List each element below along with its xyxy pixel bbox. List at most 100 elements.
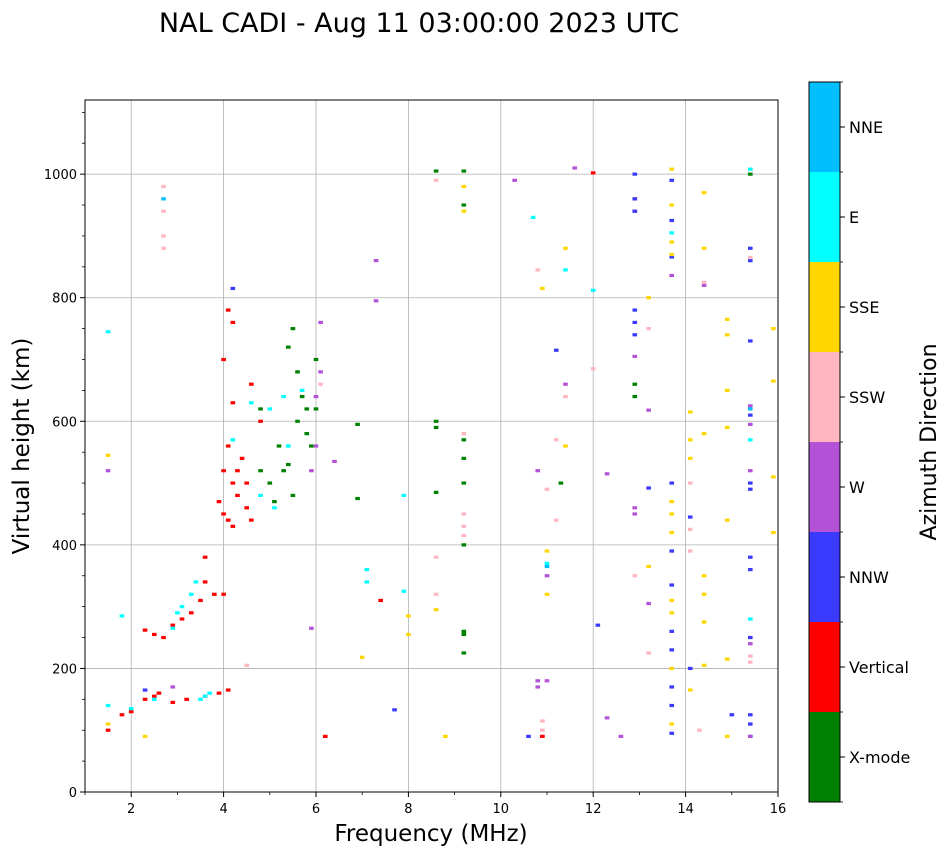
- data-point: [530, 215, 536, 219]
- y-tick-label: 600: [52, 415, 77, 430]
- y-axis-ticks: 0 200 400 600 800 1000: [44, 111, 85, 801]
- colorbar-tick-label: SSW: [849, 388, 885, 407]
- data-point: [544, 549, 550, 553]
- data-point: [747, 172, 753, 176]
- data-point: [747, 635, 753, 640]
- colorbar-segment-vertical: [809, 622, 840, 712]
- data-point: [669, 703, 675, 708]
- data-point: [563, 268, 568, 272]
- data-point: [632, 197, 638, 201]
- data-point: [669, 255, 675, 259]
- data-point: [267, 481, 273, 485]
- data-point: [632, 382, 638, 386]
- data-point: [285, 345, 291, 349]
- data-point: [221, 469, 226, 473]
- data-point: [318, 382, 323, 386]
- data-point: [230, 401, 236, 405]
- x-axis-label: Frequency (MHz): [334, 821, 527, 847]
- data-point: [747, 660, 753, 664]
- data-point: [230, 481, 236, 485]
- y-tick-label: 0: [69, 786, 77, 801]
- data-point: [747, 734, 753, 738]
- data-point: [433, 178, 439, 182]
- data-point: [669, 530, 675, 535]
- data-point: [646, 408, 651, 412]
- data-point: [747, 255, 753, 260]
- y-axis-label: Virtual height (km): [9, 338, 35, 555]
- data-point: [563, 394, 568, 399]
- data-point: [304, 407, 310, 411]
- data-point: [161, 246, 166, 250]
- data-point: [461, 169, 467, 173]
- data-point: [747, 404, 753, 408]
- colorbar-segment-w: [809, 442, 840, 532]
- data-point: [669, 685, 675, 689]
- data-point: [433, 555, 439, 559]
- data-point: [669, 549, 675, 553]
- data-point: [290, 327, 296, 331]
- data-point: [646, 564, 651, 569]
- data-point: [669, 666, 675, 671]
- data-point: [771, 327, 776, 331]
- data-point: [433, 169, 439, 173]
- colorbar-tick-label: E: [849, 208, 859, 227]
- data-point: [193, 580, 199, 584]
- data-point: [687, 666, 693, 671]
- data-point: [724, 734, 730, 738]
- data-point: [244, 506, 250, 510]
- data-point: [669, 611, 675, 615]
- data-point: [295, 370, 300, 374]
- data-point: [669, 252, 675, 257]
- data-point: [142, 734, 148, 738]
- data-point: [142, 628, 148, 632]
- data-point: [595, 623, 601, 627]
- data-point: [461, 203, 467, 207]
- data-point: [535, 685, 541, 689]
- data-point: [632, 333, 638, 337]
- data-point: [590, 367, 596, 371]
- data-point: [563, 382, 568, 386]
- chart-title: NAL CADI - Aug 11 03:00:00 2023 UTC: [159, 8, 679, 39]
- data-point: [318, 320, 323, 325]
- data-point: [170, 626, 176, 630]
- data-point: [175, 611, 180, 615]
- data-point: [526, 734, 531, 738]
- data-point: [161, 635, 166, 640]
- data-point: [184, 697, 189, 701]
- data-point: [170, 685, 176, 689]
- data-point: [461, 629, 467, 633]
- data-point: [572, 166, 578, 170]
- data-point: [669, 598, 675, 603]
- y-tick-label: 800: [52, 292, 77, 307]
- data-point: [590, 171, 596, 175]
- data-marks: [105, 166, 776, 738]
- data-point: [179, 605, 185, 609]
- data-point: [632, 574, 638, 578]
- data-point: [544, 592, 550, 596]
- data-point: [747, 469, 753, 473]
- data-point: [249, 401, 254, 405]
- colorbar-segment-e: [809, 172, 840, 262]
- data-point: [461, 432, 467, 436]
- data-point: [313, 357, 319, 362]
- data-point: [188, 611, 194, 615]
- x-tick-label: 4: [219, 802, 227, 817]
- y-tick-label: 400: [52, 539, 77, 554]
- data-point: [313, 394, 319, 399]
- data-point: [313, 407, 319, 411]
- data-point: [747, 713, 753, 717]
- data-point: [225, 444, 231, 448]
- data-point: [632, 172, 638, 176]
- data-point: [669, 481, 675, 485]
- data-point: [632, 512, 638, 516]
- data-point: [669, 629, 675, 633]
- data-point: [161, 234, 166, 238]
- x-tick-label: 16: [770, 802, 787, 817]
- data-point: [105, 469, 111, 473]
- data-point: [632, 320, 638, 325]
- colorbar-tick-label: NNW: [849, 568, 889, 587]
- data-point: [632, 354, 638, 359]
- data-point: [105, 722, 111, 726]
- data-point: [202, 694, 208, 698]
- data-point: [590, 288, 596, 292]
